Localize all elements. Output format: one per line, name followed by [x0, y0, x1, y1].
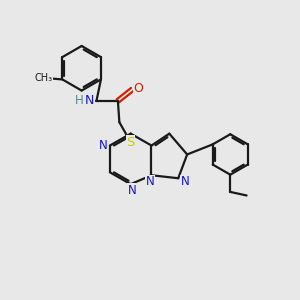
Text: N: N [84, 94, 94, 107]
Text: N: N [128, 184, 136, 196]
Text: CH₃: CH₃ [34, 73, 52, 83]
Text: H: H [75, 94, 84, 107]
Text: S: S [126, 136, 135, 148]
Text: N: N [99, 139, 108, 152]
Text: O: O [133, 82, 143, 94]
Text: N: N [180, 175, 189, 188]
Text: N: N [146, 175, 155, 188]
